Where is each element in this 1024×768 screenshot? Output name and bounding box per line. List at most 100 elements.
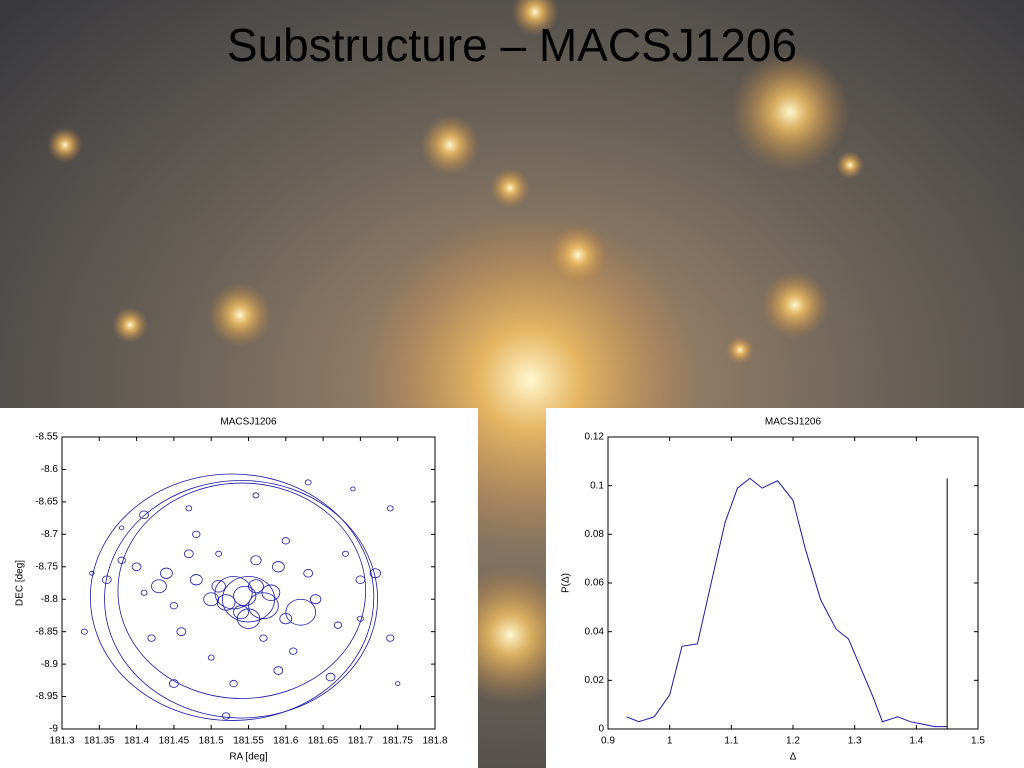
bubble (395, 681, 401, 686)
y-tick-label: -8.8 (41, 594, 59, 605)
x-tick-label: 181.65 (308, 736, 339, 747)
bubble (189, 574, 203, 586)
y-tick-label: 0.04 (585, 626, 605, 637)
bubble (273, 666, 284, 675)
bubble (259, 634, 268, 642)
y-tick-label: 0.02 (585, 675, 605, 686)
bubble (279, 613, 293, 625)
bubble (248, 579, 264, 594)
bubble (216, 594, 236, 611)
plot-frame (607, 436, 979, 730)
y-tick-label: -8.6 (41, 464, 59, 475)
y-tick-label: 0.1 (590, 480, 604, 491)
x-tick-label: 181.55 (233, 736, 264, 747)
bubble (89, 570, 95, 576)
bubble (248, 592, 279, 620)
bubble (203, 592, 220, 607)
y-tick-label: -8.95 (35, 691, 58, 702)
y-tick-label: 0 (598, 724, 604, 735)
bubble (310, 594, 322, 605)
slide-title: Substructure – MACSJ1206 (226, 19, 798, 71)
line (626, 477, 948, 728)
bubble (261, 584, 281, 601)
y-axis-label: DEC [deg] (15, 560, 26, 606)
bubble (207, 654, 215, 661)
bubble (221, 576, 276, 623)
bubble (250, 555, 262, 566)
bubble (281, 537, 290, 545)
y-tick-label: -9 (49, 724, 58, 735)
bubble (104, 480, 378, 719)
bubble (304, 479, 312, 486)
x-tick-label: 181.6 (273, 736, 298, 747)
bubble (355, 575, 366, 585)
plot-area (80, 473, 401, 721)
bubble (147, 634, 156, 642)
y-tick-label: -8.9 (41, 659, 59, 670)
y-tick-label: -8.75 (35, 561, 58, 572)
bubble (386, 505, 394, 512)
bubble (289, 647, 298, 655)
x-tick-label: 1.4 (909, 736, 923, 747)
bubble (369, 568, 381, 579)
bubble (271, 561, 285, 573)
bubble (101, 575, 112, 585)
bubble (350, 486, 356, 492)
chart: MACSJ1206 RA [deg] DEC [deg] 181.3 181.35 181… (0, 408, 478, 768)
y-tick-label: -8.85 (35, 626, 58, 637)
chart-title: MACSJ1206 (220, 417, 277, 428)
bubble (252, 492, 260, 499)
bubble (303, 568, 314, 578)
x-tick-label: 0.9 (601, 736, 615, 747)
bubble (183, 549, 194, 559)
plot-area (626, 477, 948, 729)
x-tick-label: 181.35 (84, 736, 115, 747)
chart: MACSJ1206 Δ P(Δ) 0.9 1 1.1 1.2 1.3 1.4 1.5 0 0.02 0.… (546, 408, 1024, 768)
bubble (214, 576, 253, 610)
x-tick-label: 181.7 (348, 736, 373, 747)
bubble (139, 510, 149, 520)
bubble (333, 621, 343, 629)
bubble (169, 602, 179, 610)
y-tick-label: 0.12 (585, 432, 605, 443)
x-tick-label: 1.5 (971, 736, 985, 747)
bubble (215, 550, 223, 557)
x-axis-label: Δ (790, 752, 797, 763)
y-tick-label: -8.55 (35, 432, 58, 443)
x-tick-label: 181.4 (124, 736, 149, 747)
bubble (119, 525, 125, 531)
x-tick-label: 1.2 (786, 736, 800, 747)
bubble (357, 615, 364, 622)
bubble (233, 585, 257, 607)
bubble (233, 605, 249, 620)
bubble (192, 530, 201, 538)
bubble (285, 598, 317, 626)
chart-title: MACSJ1206 (765, 417, 822, 428)
bubble (386, 634, 395, 642)
x-tick-label: 181.5 (199, 736, 224, 747)
bubble (211, 580, 226, 593)
bubble (176, 627, 187, 636)
bubble (117, 482, 367, 699)
y-tick-label: 0.08 (585, 529, 605, 540)
y-tick-label: -8.7 (41, 529, 59, 540)
bubble (169, 679, 179, 688)
x-tick-label: 181.75 (382, 736, 413, 747)
y-axis-label: P(Δ) (561, 573, 572, 593)
bubble (117, 556, 126, 564)
x-tick-label: 1.1 (724, 736, 738, 747)
x-tick-label: 181.8 (422, 736, 447, 747)
bubble (342, 550, 349, 557)
x-tick-label: 1.3 (848, 736, 862, 747)
bubble (221, 712, 231, 720)
x-tick-label: 181.45 (159, 736, 190, 747)
bubble (236, 608, 261, 629)
x-tick-label: 181.3 (49, 736, 74, 747)
bubble (131, 562, 142, 572)
x-axis-label: RA [deg] (229, 752, 268, 763)
y-tick-label: -8.65 (35, 497, 58, 508)
bubble (140, 589, 148, 596)
bubble (325, 672, 336, 682)
y-tick-label: 0.06 (585, 578, 605, 589)
